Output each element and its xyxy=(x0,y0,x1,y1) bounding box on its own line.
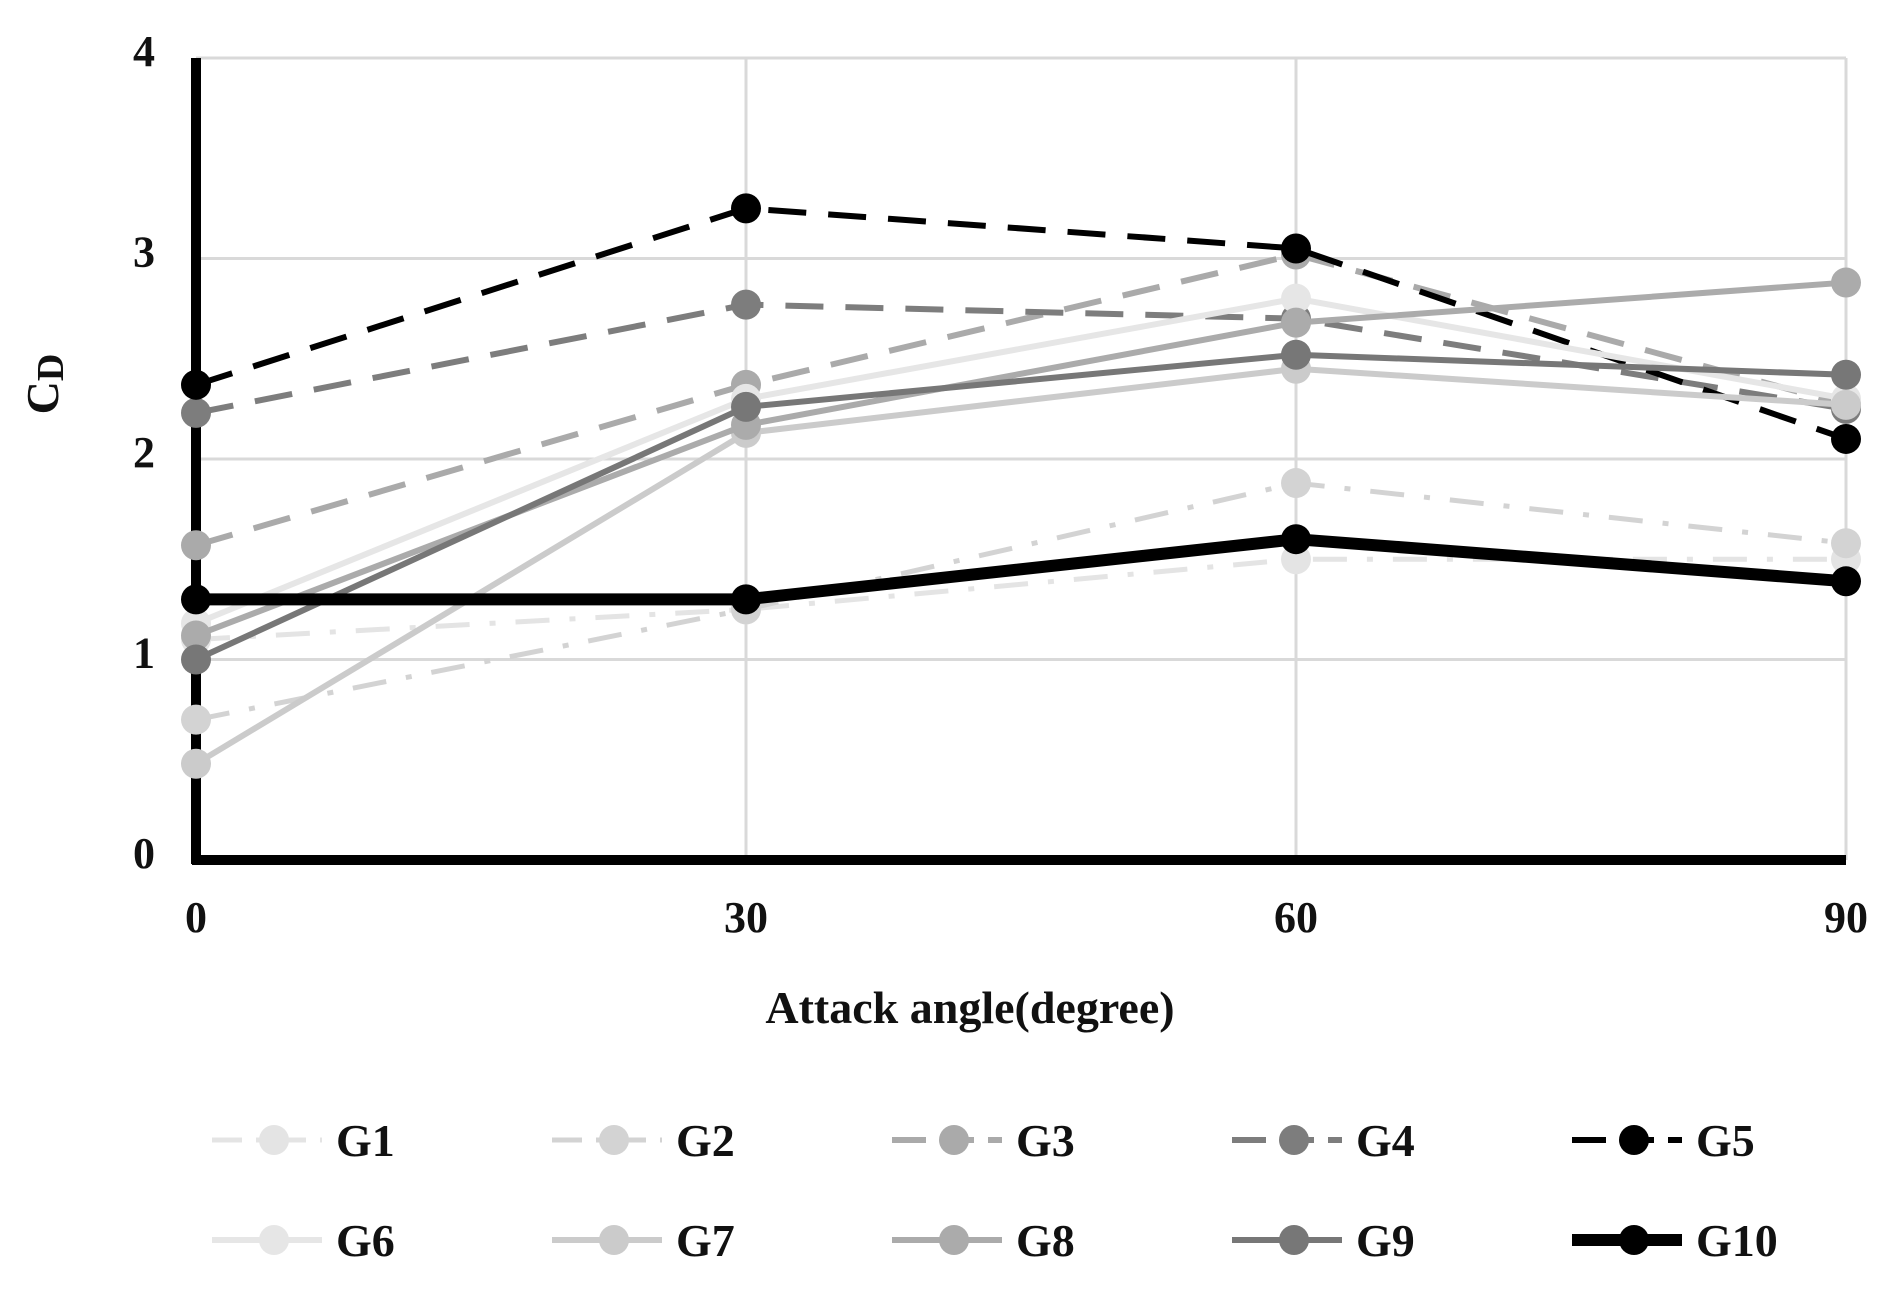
data-point-g10 xyxy=(731,584,761,615)
x-axis-title: Attack angle(degree) xyxy=(765,982,1174,1033)
series-line-g5 xyxy=(195,205,1847,442)
series-layer xyxy=(181,193,1861,779)
legend-item-g6: G6 xyxy=(212,1215,395,1266)
data-point-g2 xyxy=(181,704,211,735)
legend-label: G10 xyxy=(1696,1215,1778,1266)
y-tick-label: 0 xyxy=(133,829,155,878)
legend-swatch-marker xyxy=(1279,1225,1309,1255)
legend-swatch-marker xyxy=(939,1125,969,1155)
legend-label: G2 xyxy=(676,1115,735,1166)
legend-swatch-marker xyxy=(1619,1125,1649,1155)
series-line-g6 xyxy=(194,295,1847,627)
data-point-g3 xyxy=(181,530,211,561)
legend-item-g2: G2 xyxy=(552,1115,735,1166)
y-axis-title: CD xyxy=(17,354,72,415)
data-point-g8 xyxy=(1281,307,1311,338)
y-axis-title-sub: D xyxy=(30,354,72,381)
data-point-g9 xyxy=(731,391,761,422)
data-point-g5 xyxy=(181,369,211,400)
legend-item-g7: G7 xyxy=(552,1215,735,1266)
data-point-g5 xyxy=(731,193,761,224)
legend-label: G8 xyxy=(1016,1215,1075,1266)
legend-item-g9: G9 xyxy=(1232,1215,1415,1266)
data-point-g7 xyxy=(1831,389,1861,420)
series-line-g9 xyxy=(194,351,1847,663)
data-point-g2 xyxy=(1281,468,1311,499)
data-point-g2 xyxy=(1831,528,1861,559)
legend-swatch-marker xyxy=(599,1125,629,1155)
legend-swatch-marker xyxy=(939,1225,969,1255)
legend-swatch-marker xyxy=(259,1125,289,1155)
series-g5 xyxy=(181,193,1861,454)
legend-item-g10: G10 xyxy=(1572,1215,1778,1266)
y-tick-label: 3 xyxy=(133,228,155,277)
legend-label: G6 xyxy=(336,1215,395,1266)
series-g10 xyxy=(181,524,1861,615)
data-point-g10 xyxy=(1281,524,1311,555)
legend-swatch-marker xyxy=(259,1225,289,1255)
series-line-g10 xyxy=(196,533,1847,606)
data-point-g4 xyxy=(731,289,761,320)
legend-item-g1: G1 xyxy=(212,1115,395,1166)
legend-item-g4: G4 xyxy=(1232,1115,1415,1166)
legend-label: G3 xyxy=(1016,1115,1075,1166)
x-tick-label: 30 xyxy=(724,893,768,942)
legend-label: G1 xyxy=(336,1115,395,1166)
legend-label: G4 xyxy=(1356,1115,1415,1166)
y-tick-label: 1 xyxy=(133,629,155,678)
legend-swatch-marker xyxy=(1279,1125,1309,1155)
y-tick-label: 2 xyxy=(133,428,155,477)
legend-label: G7 xyxy=(676,1215,735,1266)
legend-label: G5 xyxy=(1696,1115,1755,1166)
data-point-g4 xyxy=(181,397,211,428)
data-point-g9 xyxy=(181,644,211,675)
data-point-g10 xyxy=(1831,566,1861,597)
data-point-g6 xyxy=(1281,283,1311,314)
data-point-g10 xyxy=(181,584,211,615)
data-point-g5 xyxy=(1831,423,1861,454)
legend-label: G9 xyxy=(1356,1215,1415,1266)
data-point-g9 xyxy=(1281,339,1311,370)
x-tick-label: 90 xyxy=(1824,893,1868,942)
series-line-g3 xyxy=(195,251,1847,549)
grid xyxy=(194,56,1848,862)
x-tick-label: 0 xyxy=(185,893,207,942)
legend-item-g5: G5 xyxy=(1572,1115,1755,1166)
data-point-g9 xyxy=(1831,359,1861,390)
x-tick-label: 60 xyxy=(1274,893,1318,942)
legend-item-g8: G8 xyxy=(892,1215,1075,1266)
series-g9 xyxy=(181,339,1861,675)
tick-labels: 0 1 2 3 4 0 30 60 90 xyxy=(133,27,1868,942)
data-point-g5 xyxy=(1281,233,1311,264)
axes xyxy=(191,58,1846,865)
y-axis-title-main: C xyxy=(17,381,68,414)
data-point-g8 xyxy=(181,620,211,651)
data-point-g8 xyxy=(1831,267,1861,298)
legend-swatch-marker xyxy=(599,1225,629,1255)
data-point-g7 xyxy=(181,748,211,779)
legend-swatch-marker xyxy=(1619,1225,1649,1255)
legend: G1 G2 G3 G4 G5 G6 G7 G8 G9 G10 xyxy=(212,1115,1778,1266)
legend-item-g3: G3 xyxy=(892,1115,1075,1166)
y-tick-label: 4 xyxy=(133,27,155,76)
